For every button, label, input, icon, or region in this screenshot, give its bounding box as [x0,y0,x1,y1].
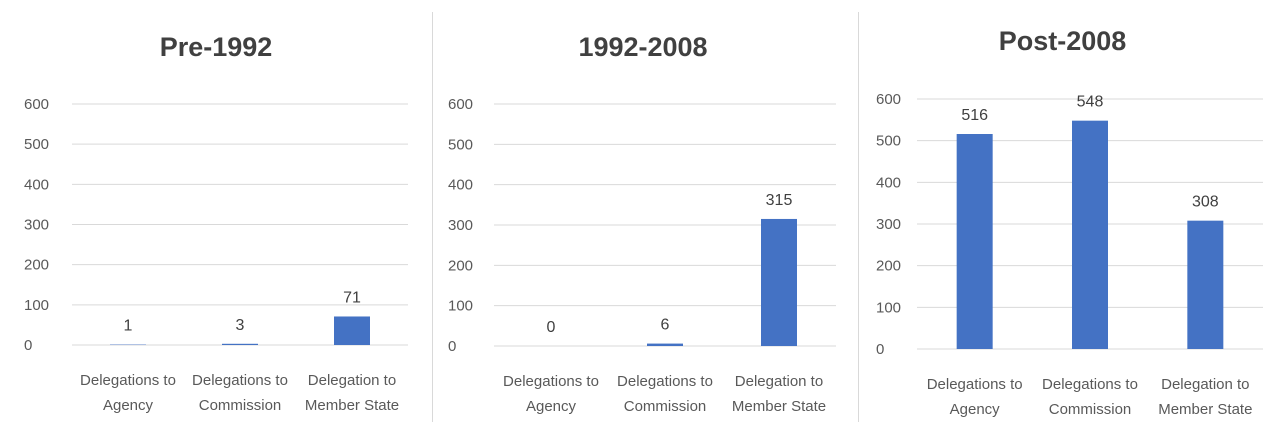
chart-svg: Pre-1992 0 100 200 300 400 500 600 1 Delegations … [24,32,408,414]
bar [334,316,370,345]
category-label: Delegations to [80,372,176,389]
bar [222,343,258,345]
y-tick-label: 400 [448,177,473,194]
category-label: Delegations to [1042,376,1138,393]
y-tick-label: 400 [24,176,49,193]
chart-panel-1: Pre-1992 0 100 200 300 400 500 600 1 Delegations … [10,12,422,428]
data-label: 516 [961,107,988,124]
bar [956,134,993,349]
bar [1072,120,1108,350]
y-tick-label: 500 [448,136,473,153]
data-label: 548 [1077,94,1104,111]
data-label: 71 [343,289,361,306]
y-tick-label: 0 [24,337,32,354]
y-tick-label: 200 [448,257,473,274]
y-tick-label: 600 [448,96,473,113]
category-label: Delegation to [1161,376,1249,393]
data-label: 6 [661,317,670,334]
y-tick-label: 300 [876,216,901,233]
y-tick-label: 500 [876,133,901,150]
y-tick-label: 0 [448,338,456,355]
chart-title: Post-2008 [999,26,1127,56]
category-label: Member State [305,397,399,414]
data-label: 0 [547,319,556,336]
category-label: Delegations to [192,372,288,389]
y-tick-label: 200 [876,258,901,275]
y-tick-label: 600 [876,91,901,108]
panel-divider [432,12,433,422]
chart-svg: 1992-2008 0 100 200 300 400 500 600 0 Delegations… [448,32,836,415]
y-tick-label: 100 [876,299,901,316]
data-label: 308 [1192,194,1219,211]
category-label: Delegation to [735,373,823,390]
y-tick-label: 100 [24,297,49,314]
bar [761,218,797,346]
y-tick-label: 400 [876,174,901,191]
category-label: Agency [526,398,577,415]
y-tick-label: 300 [448,217,473,234]
category-label: Member State [1158,401,1252,418]
category-label: Delegation to [308,372,396,389]
y-tick-label: 300 [24,217,49,234]
chart-svg: Post-2008 0 100 200 300 400 500 600 516 Delegatio… [876,26,1263,418]
data-label: 3 [236,317,245,334]
chart-title: Pre-1992 [160,32,273,62]
chart-title: 1992-2008 [578,32,707,62]
category-label: Member State [732,398,826,415]
data-label: 315 [766,192,793,209]
bar [647,343,683,346]
category-label: Agency [103,397,154,414]
category-label: Commission [624,398,707,415]
y-tick-label: 500 [24,136,49,153]
y-tick-label: 600 [24,96,49,113]
category-label: Delegations to [503,373,599,390]
category-label: Delegations to [617,373,713,390]
chart-panel-3: Post-2008 0 100 200 300 400 500 600 516 Delegatio… [862,12,1263,428]
y-tick-label: 200 [24,257,49,274]
panel-divider [858,12,859,422]
y-tick-label: 100 [448,298,473,315]
category-label: Commission [1049,401,1132,418]
category-label: Agency [950,401,1001,418]
category-label: Delegations to [927,376,1023,393]
bar [1187,220,1224,349]
data-label: 1 [124,318,133,335]
y-tick-label: 0 [876,341,884,358]
category-label: Commission [199,397,282,414]
chart-panel-2: 1992-2008 0 100 200 300 400 500 600 0 Delegations… [434,12,852,428]
